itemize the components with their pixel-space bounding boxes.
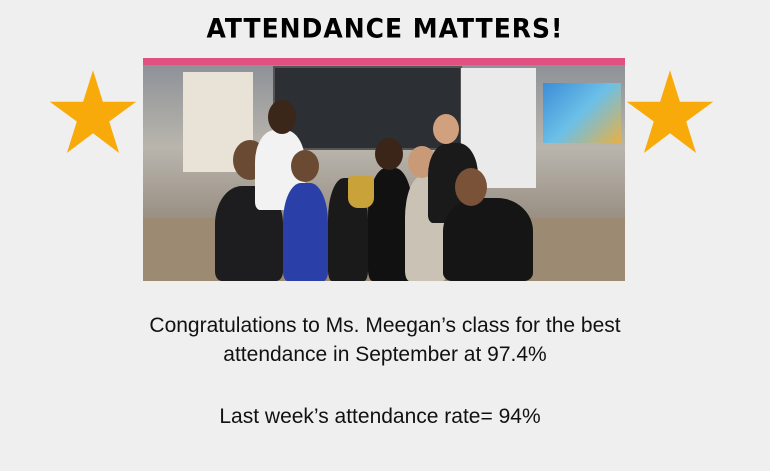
star-icon bbox=[49, 70, 137, 154]
congratulations-line-1: Congratulations to Ms. Meegan’s class fo… bbox=[149, 314, 621, 337]
photo-person-head bbox=[375, 138, 403, 170]
class-photo bbox=[143, 58, 625, 281]
weekly-attendance-rate: Last week’s attendance rate= 94% bbox=[219, 405, 541, 428]
photo-person-head bbox=[291, 150, 319, 182]
photo-screen bbox=[273, 66, 462, 150]
congratulations-line-2: attendance in September at 97.4% bbox=[223, 343, 547, 366]
photo-map bbox=[543, 83, 621, 143]
photo-person bbox=[443, 198, 533, 281]
photo-person-head bbox=[433, 114, 459, 144]
photo-wall-trim bbox=[143, 58, 625, 65]
star-icon bbox=[626, 70, 714, 154]
photo-person-head bbox=[455, 168, 487, 206]
photo-person bbox=[283, 183, 328, 281]
page-title: ATTENDANCE MATTERS! bbox=[206, 13, 564, 44]
photo-person-head bbox=[268, 100, 296, 134]
trophy-icon bbox=[348, 176, 374, 208]
